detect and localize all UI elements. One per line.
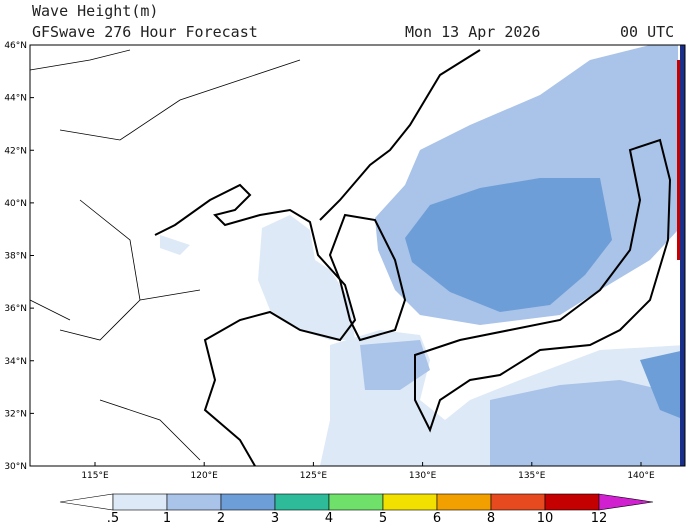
sea-mid — [360, 340, 430, 390]
lat-label: 42°N — [4, 146, 27, 156]
coastline — [154, 183, 357, 467]
sea-mid — [490, 380, 685, 466]
border — [29, 49, 301, 461]
colorbar-label: 3 — [271, 511, 279, 525]
date: Mon 13 Apr 2026 — [405, 23, 540, 41]
lat-label: 44°N — [4, 94, 27, 104]
lat-label: 34°N — [4, 357, 27, 367]
sea-dark — [640, 350, 685, 420]
colorbar-cell — [220, 493, 276, 511]
lon-label: 125°E — [300, 471, 328, 481]
colorbar-label: 12 — [591, 511, 608, 525]
colorbar-label: 1 — [163, 511, 171, 525]
colorbar-label: 4 — [325, 511, 333, 525]
lon-label: 115°E — [81, 471, 109, 481]
colorbar-cell — [544, 493, 600, 511]
lon-label: 135°E — [518, 471, 546, 481]
colorbar-cell — [112, 493, 168, 511]
sea-light — [160, 235, 190, 255]
lat-label: 38°N — [4, 252, 27, 262]
title: Wave Height(m) — [32, 2, 158, 20]
colorbar-label: 8 — [487, 511, 495, 525]
time: 00 UTC — [620, 23, 674, 41]
lat-label: 32°N — [4, 409, 27, 419]
lon-label: 130°E — [409, 471, 437, 481]
coastline — [328, 213, 407, 342]
lat-label: 46°N — [4, 41, 27, 51]
map — [29, 44, 686, 467]
subtitle: GFSwave 276 Hour Forecast — [32, 23, 258, 41]
colorbar-cell — [490, 493, 546, 511]
colorbar-end — [598, 493, 654, 511]
colorbar-cell — [166, 493, 222, 511]
sea-light — [258, 215, 355, 340]
colorbar-end — [59, 493, 114, 511]
colorbar-cell — [274, 493, 330, 511]
lat-label: 40°N — [4, 199, 27, 209]
colorbar-cell — [328, 493, 384, 511]
coastline — [319, 49, 481, 221]
coastline — [414, 138, 672, 433]
colorbar-cell — [382, 493, 438, 511]
lon-label: 120°E — [191, 471, 219, 481]
colorbar-label: .5 — [107, 511, 119, 525]
colorbar-cell — [436, 493, 492, 511]
colorbar-label: 10 — [537, 511, 554, 525]
colorbar-label: 6 — [433, 511, 441, 525]
edge-strip — [680, 45, 685, 466]
colorbar-label: 5 — [379, 511, 387, 525]
lon-label: 140°E — [627, 471, 655, 481]
lat-label: 30°N — [4, 462, 27, 472]
colorbar-label: 2 — [217, 511, 225, 525]
lat-label: 36°N — [4, 304, 27, 314]
sea-dark — [405, 178, 612, 312]
